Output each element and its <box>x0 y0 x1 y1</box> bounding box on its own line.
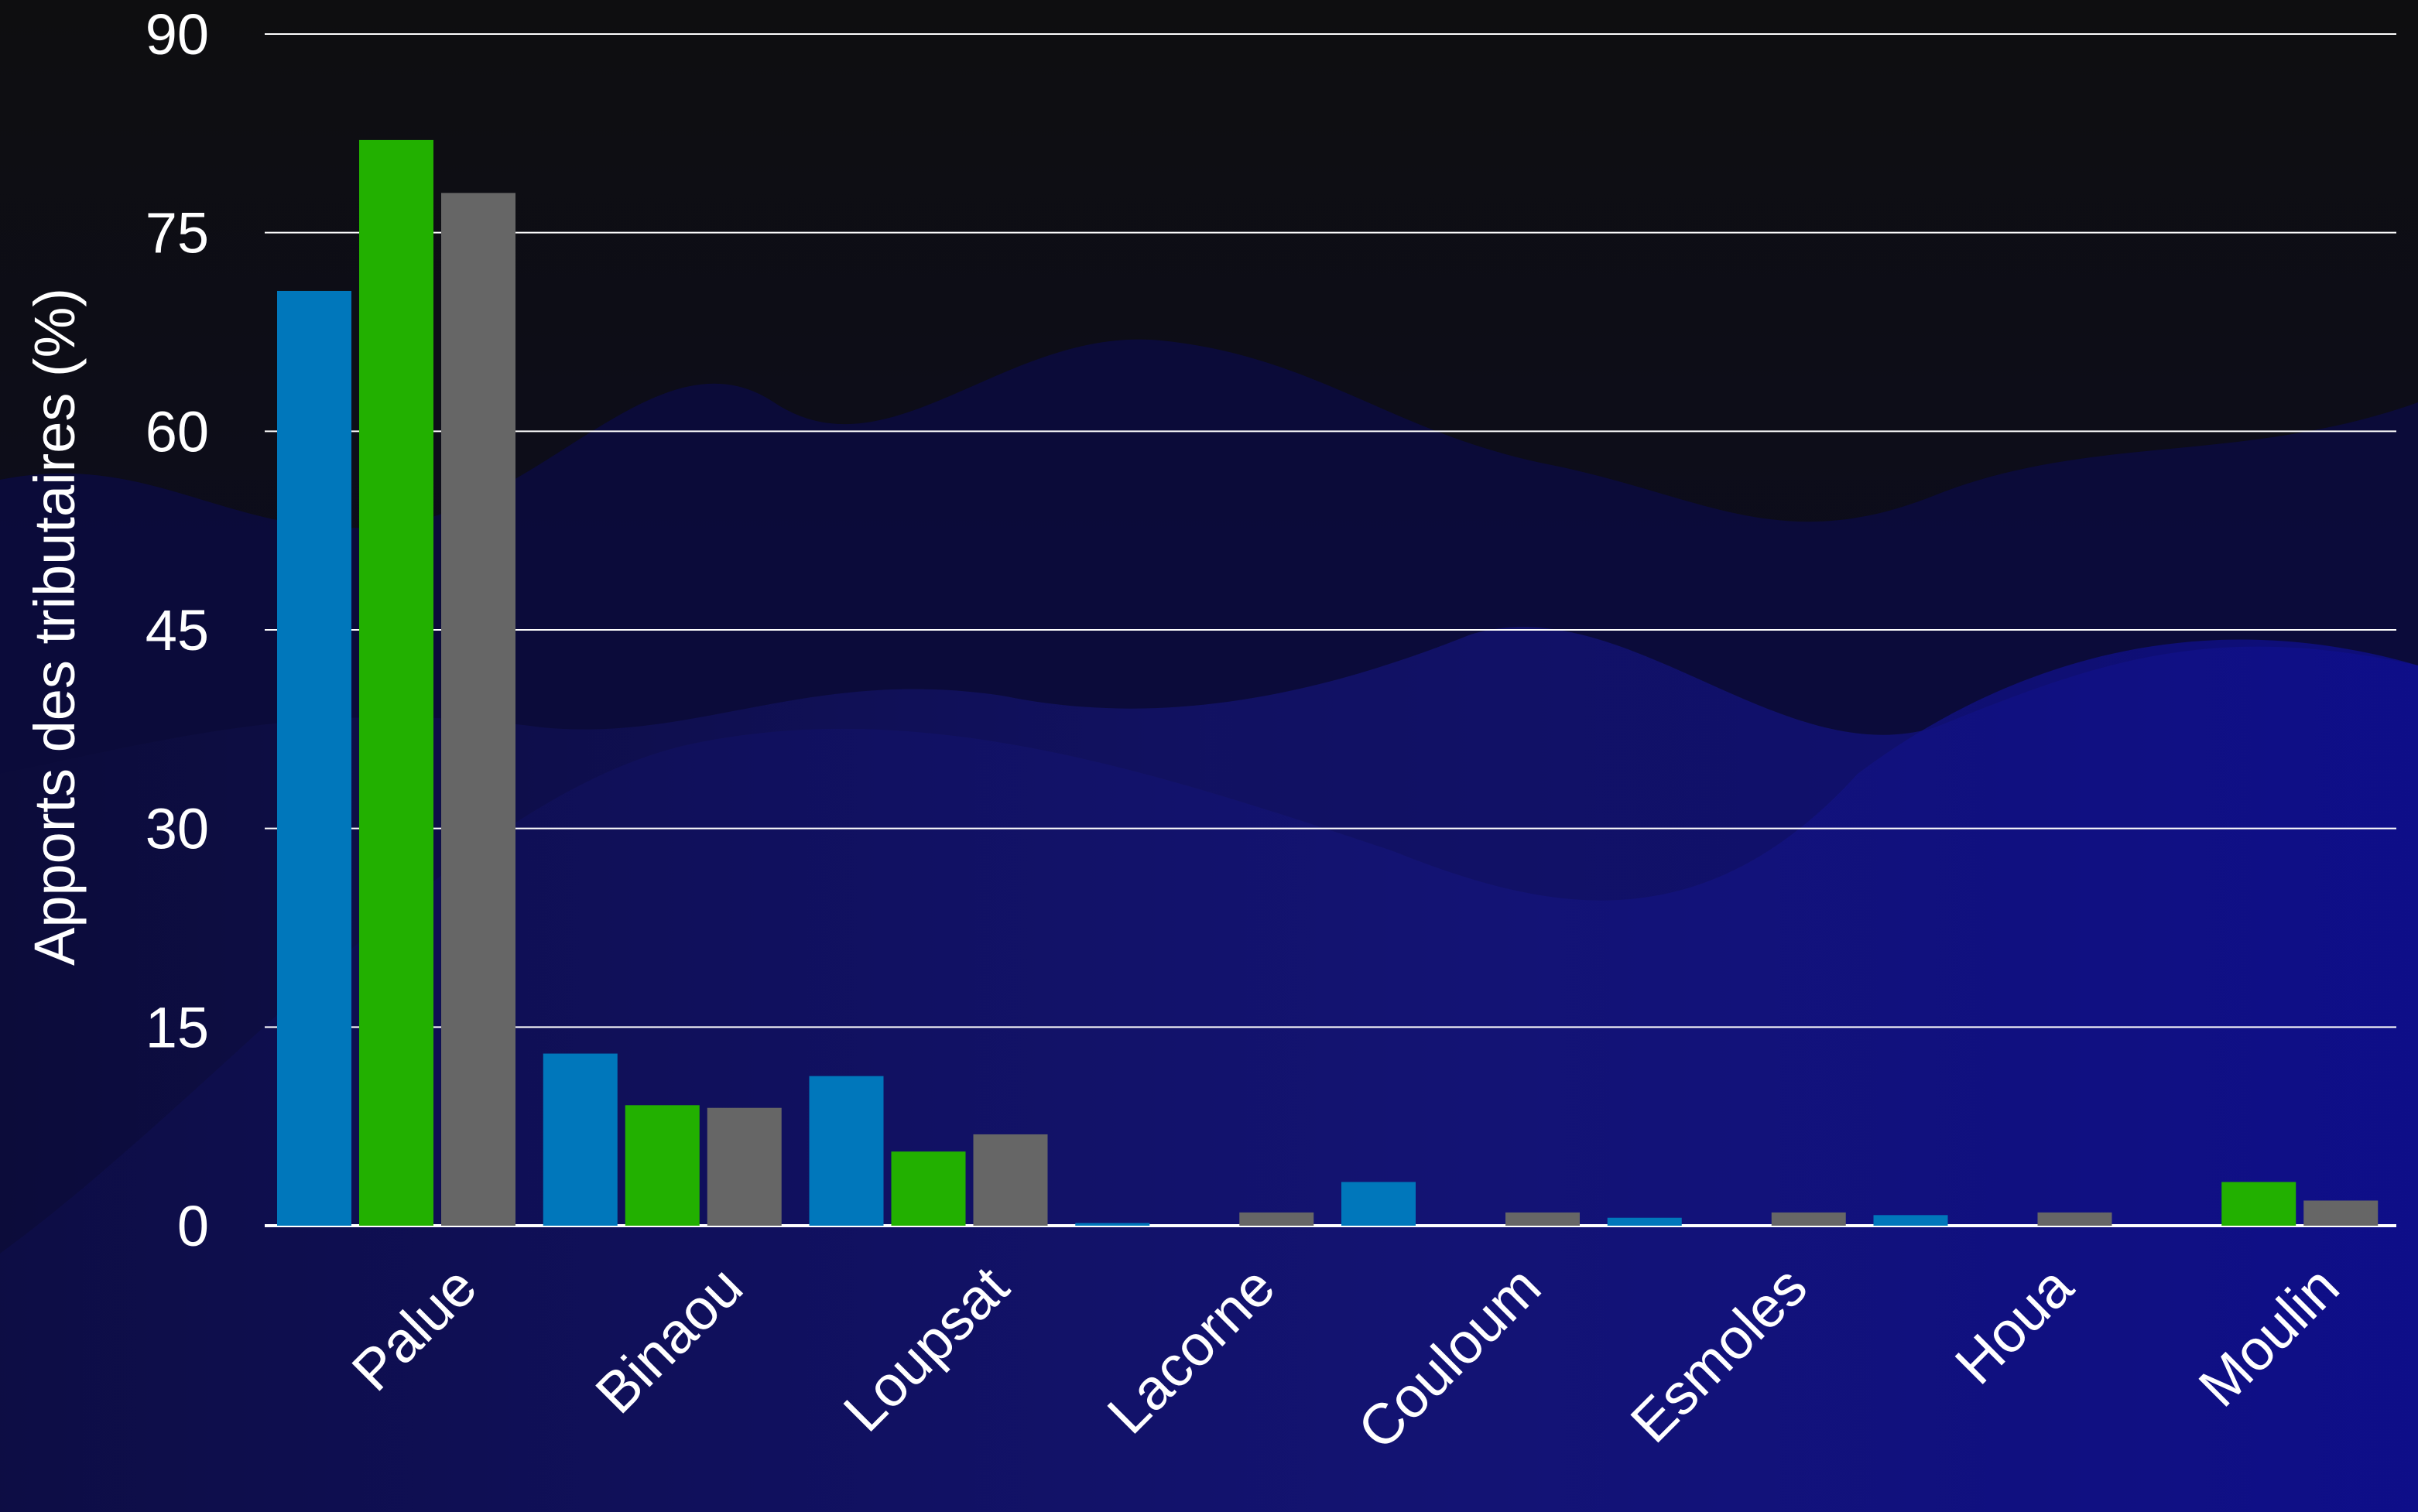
bar-loupsat-series-2 <box>891 1151 966 1226</box>
bar-esmoles-series-3 <box>1771 1212 1846 1226</box>
bar-palue-series-2 <box>359 139 433 1226</box>
bars <box>277 139 2379 1226</box>
y-tick-label: 15 <box>146 995 209 1059</box>
bar-houa-series-3 <box>2037 1212 2112 1226</box>
y-tick-label: 0 <box>177 1194 209 1258</box>
bar-loupsat-series-3 <box>973 1134 1048 1226</box>
y-tick-label: 60 <box>146 399 209 464</box>
bar-esmoles-series-1 <box>1607 1217 1682 1226</box>
bar-houa-series-1 <box>1873 1215 1948 1226</box>
y-tick-labels: 0 15 30 45 60 75 90 <box>146 2 209 1258</box>
bar-couloum-series-3 <box>1505 1212 1580 1226</box>
bar-binaou-series-1 <box>543 1053 618 1226</box>
y-tick-label: 30 <box>146 797 209 861</box>
bar-binaou-series-2 <box>625 1105 700 1226</box>
bar-binaou-series-3 <box>707 1107 782 1226</box>
bar-couloum-series-1 <box>1341 1182 1416 1226</box>
bar-moulin-series-2 <box>2221 1182 2296 1226</box>
bar-moulin-series-3 <box>2303 1200 2379 1226</box>
y-axis-label: Apports des tributaires (%) <box>22 288 87 966</box>
y-tick-label: 45 <box>146 598 209 662</box>
y-tick-label: 90 <box>146 2 209 67</box>
bar-palue-series-1 <box>277 290 351 1226</box>
bar-loupsat-series-1 <box>809 1076 884 1226</box>
bar-lacorne-series-3 <box>1239 1212 1314 1226</box>
bar-palue-series-3 <box>441 193 515 1226</box>
bar-lacorne-series-1 <box>1075 1223 1150 1226</box>
y-tick-label: 75 <box>146 201 209 265</box>
background-wave-front <box>0 639 2418 1512</box>
